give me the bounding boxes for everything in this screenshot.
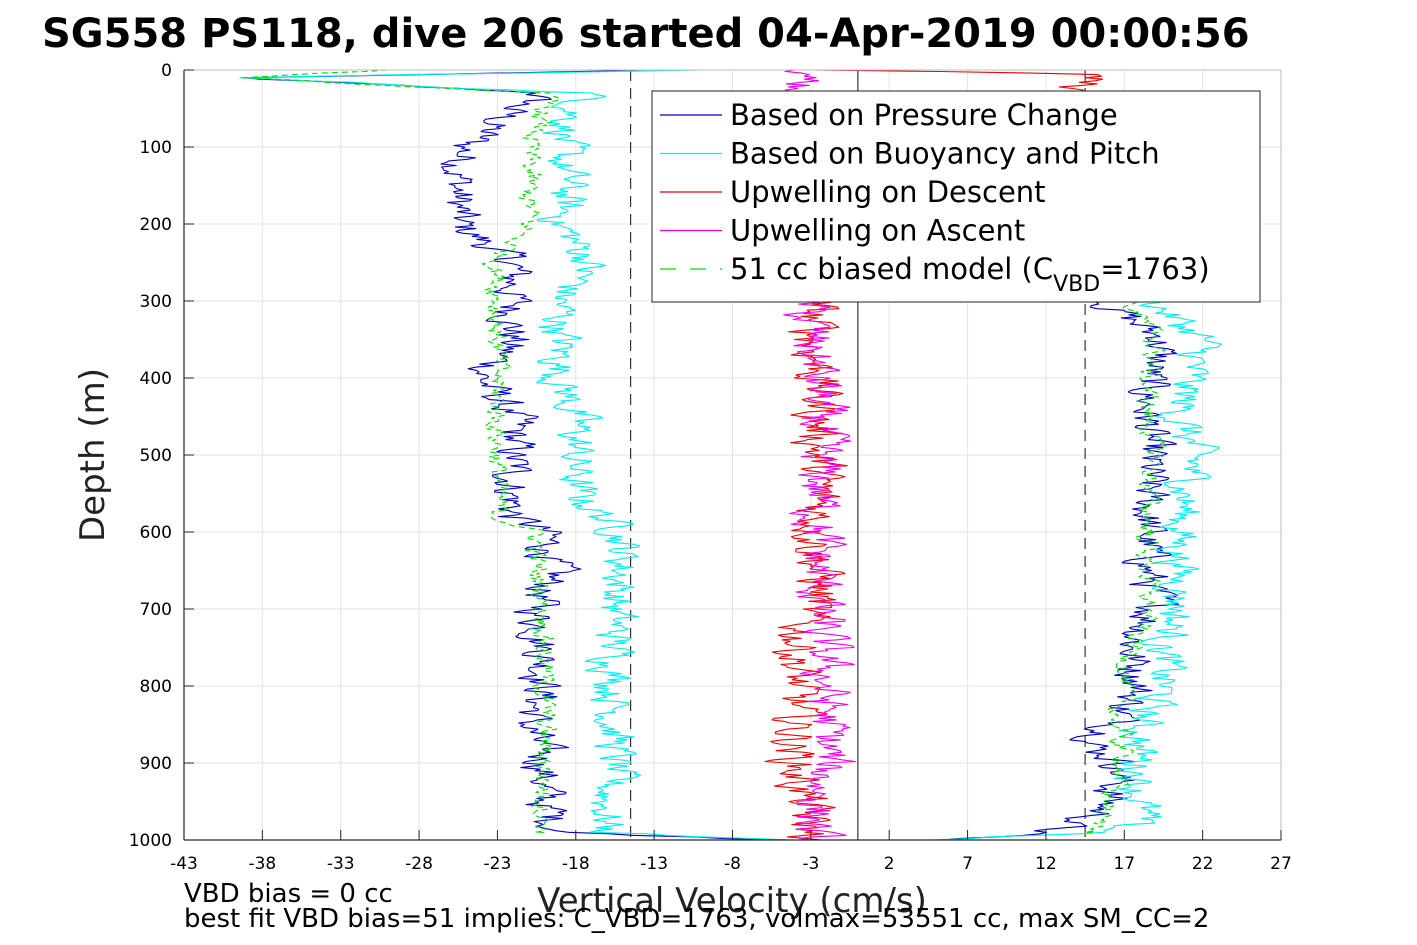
x-tick-label-14: 27 [1270,854,1292,874]
x-tick-label-0: -43 [170,854,198,874]
x-tick-label-10: 7 [962,854,973,874]
series-4-ascent-line [1084,300,1168,833]
legend-box [651,90,1261,303]
y-tick-label-10: 1000 [129,831,172,851]
y-axis-label: Depth (m) [73,368,113,542]
x-tick-label-2: -33 [327,854,355,874]
x-tick-label-9: 2 [884,854,895,874]
y-tick-label-5: 500 [140,446,172,466]
footer-best-fit: best fit VBD bias=51 implies: C_VBD=1763… [184,904,1209,934]
x-tick-label-7: -8 [724,854,741,874]
legend: Based on Pressure Change Based on Buoyanc… [651,90,1261,303]
y-tick-label-2: 200 [140,215,172,235]
y-tick-label-4: 400 [140,369,172,389]
x-tick-label-3: -28 [405,854,433,874]
series-1-descent-line [239,70,794,840]
y-tick-label-8: 800 [140,677,172,697]
x-tick-label-4: -23 [484,854,512,874]
x-tick-label-1: -38 [248,854,276,874]
legend-label-2: Upwelling on Descent [730,175,1046,209]
axes: -43 -38 -33 -28 -23 -18 -13 -8 -3 2 7 12 17 22 2701002… [129,61,1292,874]
series-1-ascent-line [930,300,1223,840]
y-tick-label-7: 700 [140,600,172,620]
legend-label-3: Upwelling on Ascent [730,214,1025,248]
y-tick-label-3: 300 [140,292,172,312]
x-tick-label-6: -13 [640,854,668,874]
x-tick-label-12: 17 [1113,854,1135,874]
series-0-descent-line [245,70,780,840]
x-axis-label: Vertical Velocity (cm/s) [537,881,927,921]
y-tick-label-9: 900 [140,754,172,774]
x-tick-label-8: -3 [802,854,819,874]
y-tick-label-6: 600 [140,523,172,543]
y-tick-label-1: 100 [140,138,172,158]
legend-label-0: Based on Pressure Change [730,98,1118,132]
y-tick-label-0: 0 [161,61,172,81]
legend-label-4: 51 cc biased model (CVBD=1763) [730,252,1210,297]
chart-title: SG558 PS118, dive 206 started 04-Apr-201… [42,11,1250,57]
footer-vbd-bias: VBD bias = 0 cc [184,879,393,909]
legend-label-1: Based on Buoyancy and Pitch [730,137,1160,171]
x-tick-label-13: 22 [1192,854,1214,874]
x-tick-label-11: 12 [1035,854,1057,874]
x-tick-label-5: -18 [562,854,590,874]
